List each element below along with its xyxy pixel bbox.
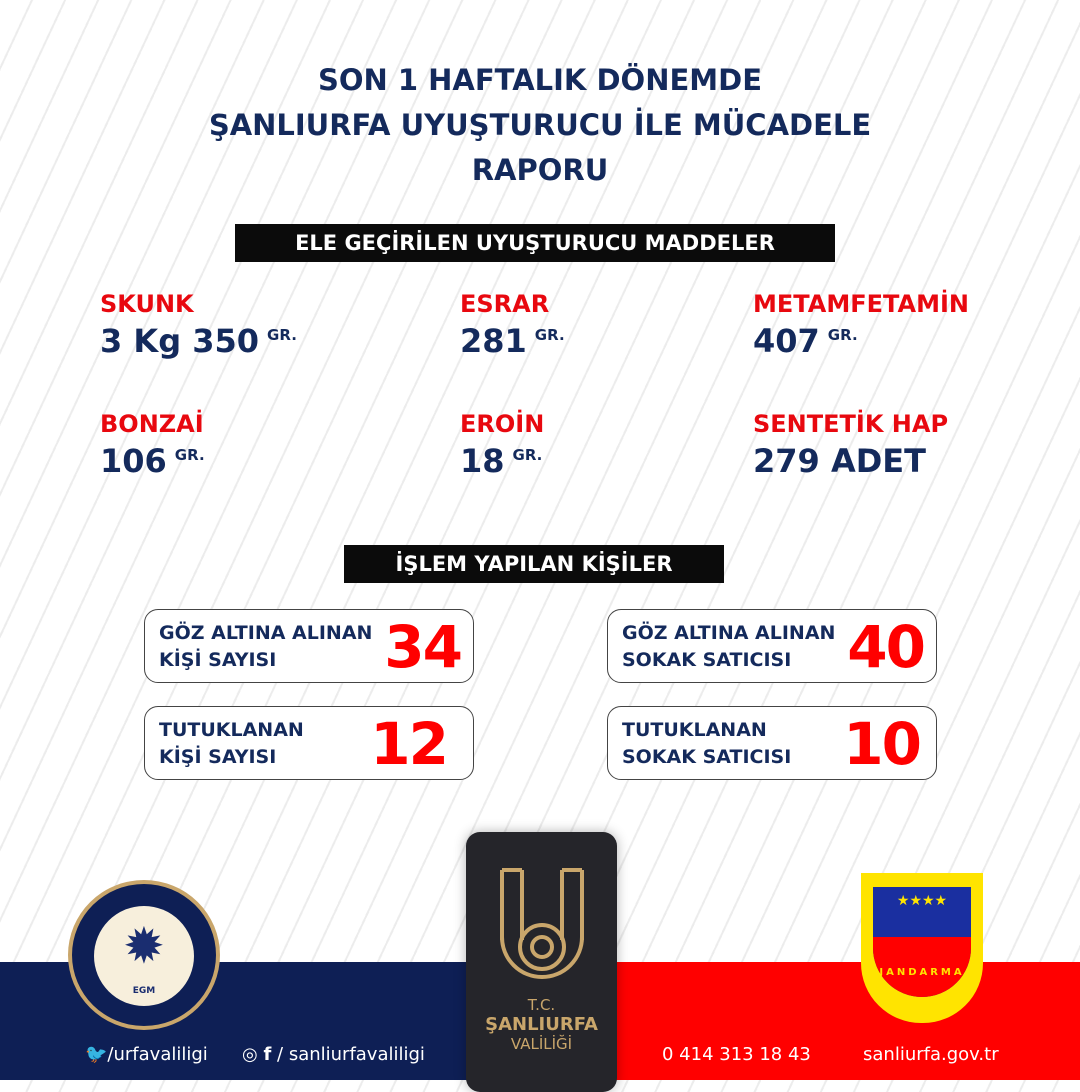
phone-number: 0 414 313 18 43 bbox=[662, 1044, 811, 1065]
drug-esrar: ESRAR 281 GR. bbox=[460, 290, 565, 360]
instagram-icon: ◎ bbox=[242, 1044, 258, 1065]
drug-eroin: EROİN 18 GR. bbox=[460, 410, 545, 480]
stat-detained-persons: GÖZ ALTINA ALINAN KİŞİ SAYISI 34 bbox=[144, 609, 474, 683]
persons-heading: İŞLEM YAPILAN KİŞİLER bbox=[344, 545, 724, 583]
stat-detained-dealers: GÖZ ALTINA ALINAN SOKAK SATICISI 40 bbox=[607, 609, 937, 683]
valilik-emblem-icon bbox=[499, 868, 584, 979]
facebook-icon: f bbox=[263, 1044, 272, 1065]
page-title: SON 1 HAFTALIK DÖNEMDE ŞANLIURFA UYUŞTUR… bbox=[208, 63, 872, 187]
website-link[interactable]: sanliurfa.gov.tr bbox=[863, 1044, 999, 1065]
jandarma-logo: ★★★★ JANDARMA bbox=[861, 873, 983, 1023]
drug-bonzai: BONZAİ 106 GR. bbox=[100, 410, 205, 480]
drug-metamfetamin: METAMFETAMİN 407 GR. bbox=[753, 290, 970, 360]
police-star-icon: ✹ bbox=[123, 917, 165, 975]
seized-drugs-heading: ELE GEÇİRİLEN UYUŞTURUCU MADDELER bbox=[235, 224, 835, 262]
social-link[interactable]: ◎ f / sanliurfavaliligi bbox=[242, 1044, 425, 1065]
stat-arrested-persons: TUTUKLANAN KİŞİ SAYISI 12 bbox=[144, 706, 474, 780]
drug-sentetik-hap: SENTETİK HAP 279 ADET bbox=[753, 410, 949, 480]
stars-icon: ★★★★ bbox=[896, 893, 948, 909]
footer-red-band bbox=[612, 962, 1080, 1080]
twitter-link[interactable]: 🐦/urfavaliligi bbox=[85, 1044, 208, 1065]
drug-skunk: SKUNK 3 Kg 350 GR. bbox=[100, 290, 297, 360]
valilik-logo: T.C. ŞANLIURFA VALİLİĞİ bbox=[466, 832, 617, 1092]
stat-arrested-dealers: TUTUKLANAN SOKAK SATICISI 10 bbox=[607, 706, 937, 780]
egm-logo: ✹ EGM bbox=[68, 880, 220, 1030]
twitter-icon: 🐦 bbox=[85, 1044, 108, 1065]
